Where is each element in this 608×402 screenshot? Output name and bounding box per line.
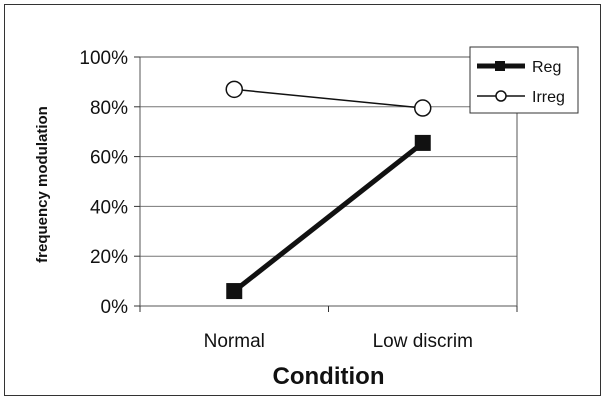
x-tick-label: Normal [204, 331, 265, 352]
data-point-square [226, 283, 243, 300]
data-point-circle [414, 99, 432, 117]
legend-label: Irreg [532, 89, 565, 106]
y-axis-ticks: 0% 20% 40% 60% 80% 100% [79, 48, 140, 318]
y-tick-label: 80% [90, 98, 128, 119]
y-tick-label: 60% [90, 148, 128, 169]
legend-box [469, 46, 579, 114]
legend-item-reg: Reg [477, 59, 561, 76]
y-tick-label: 40% [90, 197, 128, 218]
plot-area [139, 56, 518, 307]
series-irreg [225, 80, 432, 117]
series-line [232, 140, 425, 294]
data-point-square [414, 134, 431, 151]
y-axis-title: frequency modulation [34, 106, 51, 263]
y-tick-label: 0% [101, 297, 129, 318]
y-tick-label: 100% [79, 48, 128, 69]
series-line [234, 88, 423, 109]
data-point-circle [225, 80, 243, 99]
legend: Reg Irreg [469, 46, 579, 114]
y-tick-label: 20% [90, 247, 128, 268]
legend-item-irreg: Irreg [477, 89, 565, 106]
x-axis-ticks: Normal Low discrim [139, 306, 518, 352]
series-layer [225, 80, 432, 300]
x-axis-title: Condition [273, 363, 385, 390]
legend-marker-square [495, 61, 505, 71]
legend-marker-circle [495, 90, 507, 102]
x-tick-label: Low discrim [373, 331, 473, 352]
legend-label: Reg [532, 59, 561, 76]
series-reg [226, 134, 431, 300]
gridlines [140, 56, 517, 307]
